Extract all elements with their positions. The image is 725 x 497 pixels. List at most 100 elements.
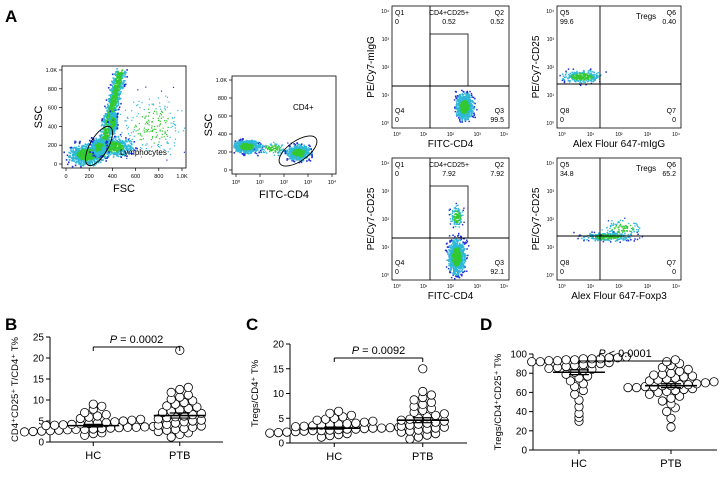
event-dot bbox=[112, 131, 115, 134]
event-dot bbox=[456, 111, 458, 114]
event-dot bbox=[75, 153, 77, 156]
event-dot bbox=[116, 74, 119, 76]
event-dot bbox=[302, 156, 304, 158]
event-dot bbox=[461, 98, 463, 100]
event-dot bbox=[148, 104, 150, 106]
event-dot bbox=[122, 80, 125, 82]
event-dot bbox=[255, 143, 258, 145]
event-dot bbox=[117, 71, 119, 73]
event-dot bbox=[460, 100, 462, 102]
event-dot bbox=[70, 146, 73, 149]
event-dot bbox=[234, 140, 237, 142]
event-dot bbox=[105, 99, 108, 101]
event-dot bbox=[119, 84, 122, 87]
event-dot bbox=[166, 134, 168, 136]
event-dot bbox=[115, 126, 118, 128]
event-dot bbox=[292, 149, 294, 152]
event-dot bbox=[269, 144, 272, 146]
event-dot bbox=[146, 121, 148, 124]
event-dot bbox=[233, 142, 236, 144]
event-dot bbox=[110, 90, 113, 92]
event-dot bbox=[269, 147, 272, 149]
event-dot bbox=[120, 136, 122, 138]
event-dot bbox=[103, 134, 106, 137]
event-dot bbox=[119, 88, 121, 91]
event-dot bbox=[459, 114, 462, 117]
event-dot bbox=[467, 112, 469, 114]
event-dot bbox=[84, 147, 87, 150]
event-dot bbox=[114, 153, 117, 155]
event-dot bbox=[134, 126, 136, 128]
event-dot bbox=[116, 140, 118, 142]
event-dot bbox=[86, 159, 89, 162]
event-dot bbox=[78, 141, 81, 144]
event-dot bbox=[141, 135, 143, 137]
event-dot bbox=[456, 103, 458, 105]
event-dot bbox=[466, 91, 469, 94]
event-dot bbox=[136, 115, 138, 117]
event-dot bbox=[288, 148, 290, 151]
event-dot bbox=[462, 104, 464, 106]
event-dot bbox=[306, 149, 308, 151]
event-dot bbox=[119, 113, 121, 115]
event-dot bbox=[95, 137, 98, 140]
event-dot bbox=[119, 147, 121, 149]
event-dot bbox=[245, 141, 247, 143]
event-dot bbox=[274, 144, 276, 147]
event-dot bbox=[140, 147, 142, 149]
event-dot bbox=[89, 151, 91, 153]
event-dot bbox=[465, 113, 467, 116]
event-dot bbox=[113, 149, 115, 151]
event-dot bbox=[115, 89, 117, 92]
event-dot bbox=[160, 117, 162, 119]
event-dot bbox=[91, 140, 94, 143]
event-dot bbox=[276, 148, 278, 151]
event-dot bbox=[107, 87, 110, 89]
event-dot bbox=[166, 142, 168, 144]
event-dot bbox=[157, 144, 159, 146]
event-dot bbox=[81, 152, 83, 154]
event-dot bbox=[85, 144, 88, 146]
event-dot bbox=[156, 125, 158, 127]
event-dot bbox=[88, 153, 91, 155]
event-dot bbox=[157, 97, 159, 99]
event-dot bbox=[114, 74, 117, 77]
event-dot bbox=[166, 106, 168, 108]
event-dot bbox=[124, 150, 126, 152]
event-dot bbox=[106, 114, 109, 116]
event-dot bbox=[454, 107, 456, 109]
event-dot bbox=[461, 93, 464, 95]
event-dot bbox=[118, 86, 120, 89]
event-dot bbox=[469, 107, 471, 109]
event-dot bbox=[251, 144, 253, 147]
event-dot bbox=[89, 143, 92, 146]
event-dot bbox=[467, 108, 469, 110]
event-dot bbox=[267, 147, 269, 150]
event-dot bbox=[123, 149, 125, 151]
event-dot bbox=[124, 73, 127, 76]
event-dot bbox=[298, 154, 300, 156]
event-dot bbox=[104, 105, 106, 108]
event-dot bbox=[70, 149, 72, 152]
event-dot bbox=[256, 153, 258, 155]
event-dot bbox=[108, 132, 111, 134]
event-dot bbox=[293, 147, 296, 149]
event-dot bbox=[108, 118, 111, 120]
event-dot bbox=[287, 155, 290, 157]
event-dot bbox=[108, 145, 111, 147]
event-dot bbox=[257, 144, 259, 146]
event-dot bbox=[120, 83, 123, 85]
event-dot bbox=[104, 133, 106, 136]
event-dot bbox=[461, 96, 464, 99]
event-dot bbox=[159, 113, 161, 115]
event-dot bbox=[262, 151, 265, 153]
event-dot bbox=[289, 157, 292, 160]
event-dot bbox=[284, 151, 287, 153]
event-dot bbox=[124, 120, 126, 122]
event-dot bbox=[116, 99, 119, 102]
event-dot bbox=[464, 120, 467, 122]
event-dot bbox=[464, 98, 466, 100]
event-dot bbox=[166, 159, 168, 161]
event-dot bbox=[296, 159, 298, 161]
event-dot bbox=[297, 158, 299, 161]
